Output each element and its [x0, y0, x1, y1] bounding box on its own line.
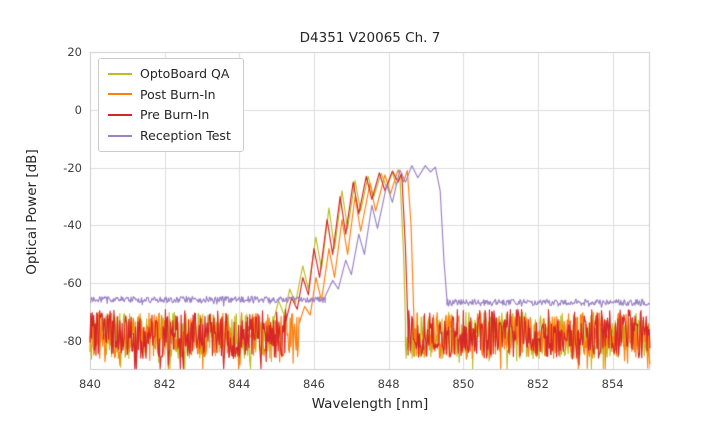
x-tick-label: 840 [79, 377, 101, 391]
chart-title: D4351 V20065 Ch. 7 [299, 30, 441, 46]
y-tick-label: -20 [63, 160, 82, 175]
legend-item: Pre Burn-In [108, 107, 231, 123]
y-axis-label: Optical Power [dB] [24, 149, 40, 275]
x-tick-label: 844 [228, 377, 251, 391]
legend-item: OptoBoard QA [108, 66, 231, 82]
x-tick-label: 842 [153, 377, 176, 391]
x-tick-label: 848 [377, 377, 400, 391]
legend-line-swatch [108, 93, 132, 96]
legend-item: Post Burn-In [108, 87, 231, 103]
legend-label: Reception Test [140, 127, 231, 143]
x-tick-label: 854 [601, 377, 624, 391]
legend-label: Pre Burn-In [140, 107, 210, 123]
legend-line-swatch [108, 72, 132, 75]
y-tick-label: -60 [63, 276, 82, 291]
y-tick-label: 20 [67, 45, 82, 59]
y-tick-label: -40 [63, 218, 82, 233]
x-tick-label: 852 [527, 377, 549, 391]
y-tick-label: -80 [63, 334, 82, 349]
x-tick-label: 850 [452, 377, 475, 391]
x-tick-label: 846 [303, 377, 325, 391]
legend-line-swatch [108, 114, 132, 117]
x-axis-label: Wavelength [nm] [311, 396, 429, 412]
legend-line-swatch [108, 134, 132, 137]
legend-label: Post Burn-In [140, 86, 216, 102]
y-tick-label: 0 [74, 102, 82, 117]
legend: OptoBoard QA Post Burn-In Pre Burn-In Recep… [98, 58, 244, 152]
legend-label: OptoBoard QA [140, 66, 230, 81]
legend-item: Reception Test [108, 128, 231, 144]
